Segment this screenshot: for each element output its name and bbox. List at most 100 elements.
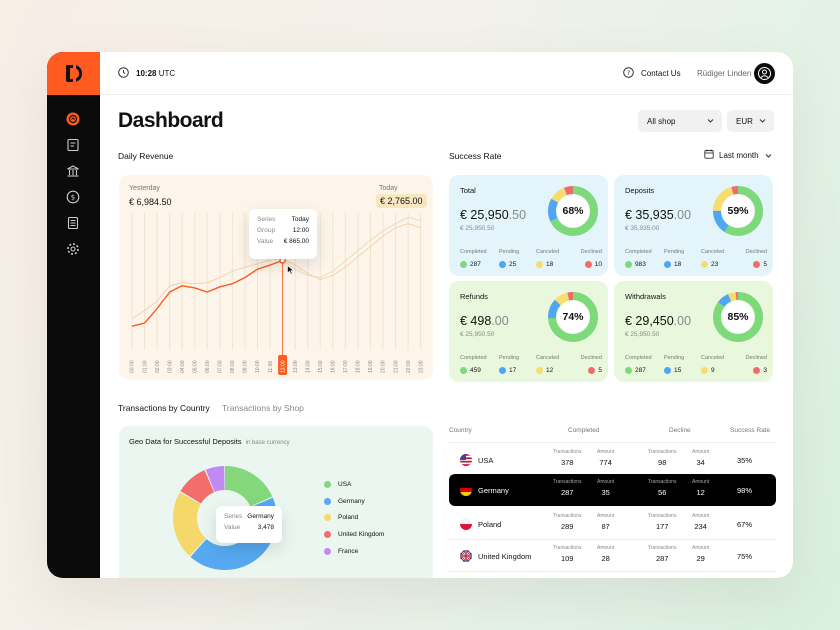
geo-slice-poland[interactable]	[173, 466, 277, 570]
tab-transactions-by-country[interactable]: Transactions by Country	[118, 403, 210, 413]
status-dot	[536, 367, 543, 374]
country-name: Poland	[478, 520, 502, 529]
revenue-line-chart[interactable]: 00:00 01:00 02:00 03:00 04:00 05:00 06:00 07:00…	[119, 175, 433, 380]
flag-icon	[460, 454, 472, 466]
table-row[interactable]: United Kingdom Transactions 109 Amount 28 …	[449, 540, 776, 572]
series-line-yesterday	[131, 223, 421, 320]
avatar[interactable]	[754, 63, 775, 84]
success-donut	[713, 292, 763, 342]
legend-item[interactable]: USA	[324, 481, 351, 488]
stat-pending: Pending 15	[664, 355, 685, 374]
card-amount: € 25,950.50	[460, 208, 527, 222]
date-range-select[interactable]: Last month	[719, 151, 772, 160]
success-card-total[interactable]: Total € 25,950.50 € 25,950.50 68% Complet…	[449, 175, 608, 276]
status-dot	[625, 261, 632, 268]
status-dot	[499, 261, 506, 268]
logo[interactable]	[47, 52, 100, 95]
table-row[interactable]: Germany Transactions 287 Amount 35 Transac…	[449, 474, 776, 506]
stat-canceled: Canceled 23	[701, 249, 725, 268]
page-title: Dashboard	[118, 109, 224, 132]
user-name[interactable]: Rüdiger Linden	[697, 69, 752, 78]
success-donut	[548, 186, 598, 236]
card-title: Total	[460, 186, 476, 195]
x-tick-label: 19:00	[368, 360, 374, 373]
divider	[449, 442, 776, 443]
today-value: € 2,765.00	[376, 194, 427, 208]
card-title: Withdrawals	[625, 292, 666, 301]
legend-swatch	[324, 514, 331, 522]
x-tick-label: 15:00	[318, 360, 324, 373]
donut-segment-declined	[713, 292, 763, 342]
currency-select[interactable]: EUR	[727, 110, 774, 132]
geo-slice-usa[interactable]	[173, 466, 277, 570]
donut-segment-declined	[548, 292, 598, 342]
bank-icon[interactable]	[66, 164, 80, 178]
app-window: $ 10:28 UTC ? Contact Us Rüdiger Linden …	[47, 52, 793, 578]
completed-amount: Amount 774	[597, 449, 615, 467]
x-tick-label: 05:00	[192, 360, 198, 373]
stat-declined: Declined 10	[580, 249, 602, 268]
col-success-rate: Success Rate	[730, 427, 771, 434]
legend-swatch	[324, 497, 331, 505]
success-card-withdrawals[interactable]: Withdrawals € 29,450.00 € 25,950.50 85% C…	[614, 281, 773, 382]
status-dot	[588, 367, 596, 374]
donut-segment-declined	[713, 186, 763, 236]
legend-item[interactable]: Germany	[324, 497, 365, 505]
decline-amount: Amount 29	[692, 545, 710, 563]
invoice-icon[interactable]	[66, 138, 80, 152]
x-tick-label: 02:00	[155, 360, 161, 373]
calendar-icon[interactable]	[704, 149, 714, 159]
card-title: Refunds	[460, 292, 488, 301]
card-percent: 74%	[562, 311, 584, 323]
success-card-refunds[interactable]: Refunds € 498.00 € 25,950.50 74% Complete…	[449, 281, 608, 382]
country-name: United Kingdom	[478, 552, 532, 561]
legend-item[interactable]: Poland	[324, 514, 358, 522]
decline-transactions: Transactions 98	[648, 449, 677, 467]
success-donut	[548, 292, 598, 342]
table-row[interactable]: Poland Transactions 289 Amount 87 Transact…	[449, 508, 776, 540]
card-title: Deposits	[625, 186, 655, 195]
daily-revenue-card: Yesterday € 6,984.50 Today € 2,765.00 00…	[119, 175, 433, 380]
status-dot	[753, 367, 761, 374]
completed-transactions: Transactions 289	[553, 513, 582, 531]
main-content: 10:28 UTC ? Contact Us Rüdiger Linden Da…	[100, 52, 793, 578]
chevron-down-icon	[707, 119, 714, 123]
card-percent: 68%	[562, 205, 584, 217]
top-bar: 10:28 UTC ? Contact Us Rüdiger Linden	[100, 52, 793, 95]
tab-transactions-by-shop[interactable]: Transactions by Shop	[222, 403, 304, 413]
donut-hole	[721, 300, 755, 334]
legend-swatch	[324, 531, 331, 539]
shop-select[interactable]: All shop	[638, 110, 722, 132]
completed-amount: Amount 35	[597, 479, 615, 497]
dashboard-icon[interactable]	[66, 112, 80, 126]
stat-completed: Completed 287	[625, 355, 652, 374]
legend-item[interactable]: France	[324, 547, 358, 555]
card-percent: 59%	[727, 205, 749, 217]
status-dot	[625, 367, 632, 374]
x-tick-label: 03:00	[167, 360, 173, 373]
x-tick-label: 17:00	[343, 360, 349, 373]
active-tick-badge	[278, 355, 288, 375]
contact-us-link[interactable]: Contact Us	[641, 69, 681, 78]
clock-icon	[118, 67, 129, 78]
legend-item[interactable]: United Kingdom	[324, 531, 384, 539]
x-tick-label: 12:00	[280, 360, 286, 373]
donut-segment-pending	[713, 186, 763, 236]
x-tick-label: 14:00	[305, 360, 311, 373]
col-completed: Completed	[568, 427, 600, 434]
logo-bar	[73, 64, 76, 83]
success-card-deposits[interactable]: Deposits € 35,935.00 € 35,935.00 59% Comp…	[614, 175, 773, 276]
card-subamount: € 35,935.00	[625, 225, 660, 232]
gear-icon[interactable]	[66, 242, 80, 256]
decline-amount: Amount 234	[692, 513, 710, 531]
stat-canceled: Canceled 12	[536, 355, 560, 374]
x-tick-label: 09:00	[243, 360, 249, 373]
donut-hole	[556, 194, 590, 228]
stat-completed: Completed 459	[460, 355, 487, 374]
table-row[interactable]: USA Transactions 378 Amount 774 Transactio…	[449, 444, 776, 476]
decline-transactions: Transactions 56	[648, 479, 677, 497]
card-subamount: € 25,950.50	[460, 225, 495, 232]
report-icon[interactable]	[66, 216, 80, 230]
help-icon[interactable]: ?	[623, 67, 634, 78]
dollar-icon[interactable]: $	[66, 190, 80, 204]
